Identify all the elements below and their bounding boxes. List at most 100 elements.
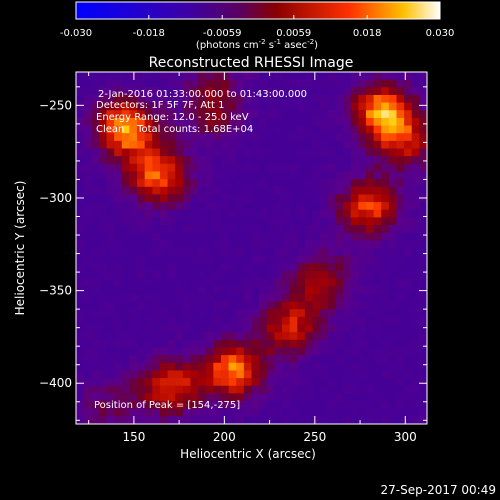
heatmap-cell (152, 125, 161, 134)
heatmap-cell (213, 408, 222, 417)
heatmap-cell (304, 232, 314, 241)
heatmap-cell (159, 263, 169, 272)
heatmap-cell (83, 362, 92, 372)
heatmap-cell (190, 416, 199, 424)
heatmap-cell (396, 202, 405, 211)
heatmap-cell (358, 225, 367, 234)
heatmap-cell (259, 217, 268, 226)
heatmap-cell (205, 194, 214, 203)
heatmap-cell (159, 240, 169, 249)
heatmap-cell (236, 94, 245, 104)
heatmap-cell (419, 324, 427, 333)
heatmap-cell (312, 393, 321, 402)
heatmap-cell (243, 156, 253, 165)
heatmap-cell (91, 79, 100, 88)
heatmap-cell (327, 102, 337, 111)
heatmap-cell (129, 148, 138, 157)
heatmap-cell (404, 102, 413, 111)
heatmap-cell (388, 72, 398, 81)
heatmap-cell (121, 163, 131, 173)
heatmap-cell (106, 309, 115, 318)
heatmap-cell (182, 324, 192, 333)
heatmap-cell (320, 347, 329, 356)
heatmap-cell (144, 194, 153, 203)
heatmap-cell (327, 94, 337, 104)
heatmap-cell (327, 263, 337, 272)
heatmap-cell (373, 163, 382, 173)
heatmap-cell (83, 416, 92, 424)
heatmap-cell (404, 263, 413, 272)
heatmap-cell (83, 393, 92, 402)
heatmap-cell (297, 316, 306, 326)
heatmap-cell (167, 324, 176, 333)
heatmap-cell (198, 171, 207, 180)
heatmap-cell (152, 370, 161, 379)
heatmap-cell (320, 133, 329, 142)
heatmap-cell (282, 286, 291, 295)
heatmap-cell (365, 140, 375, 150)
heatmap-cell (411, 163, 420, 173)
heatmap-cell (205, 225, 214, 234)
heatmap-cell (297, 133, 306, 142)
heatmap-cell (312, 332, 321, 341)
heatmap-cell (243, 110, 253, 119)
heatmap-cell (411, 171, 420, 180)
heatmap-cell (289, 133, 298, 142)
heatmap-cell (373, 140, 382, 150)
heatmap-cell (91, 186, 100, 196)
heatmap-cell (419, 194, 427, 203)
heatmap-cell (343, 255, 352, 264)
heatmap-cell (98, 385, 108, 394)
heatmap-cell (411, 102, 420, 111)
heatmap-cell (327, 140, 337, 150)
heatmap-cell (343, 378, 352, 387)
heatmap-cell (266, 332, 275, 341)
heatmap-cell (152, 301, 161, 310)
heatmap-cell (129, 393, 138, 402)
heatmap-cell (335, 202, 344, 211)
heatmap-cell (205, 270, 214, 280)
heatmap-cell (167, 316, 176, 326)
heatmap-cell (312, 347, 321, 356)
heatmap-cell (358, 347, 367, 356)
heatmap-cell (167, 186, 176, 196)
heatmap-cell (220, 378, 230, 387)
heatmap-cell (83, 316, 92, 326)
heatmap-cell (365, 102, 375, 111)
heatmap-cell (83, 72, 92, 81)
heatmap-cell (327, 347, 337, 356)
heatmap-cell (243, 140, 253, 150)
heatmap-cell (182, 209, 192, 218)
heatmap-cell (304, 72, 314, 81)
heatmap-cell (282, 225, 291, 234)
heatmap-cell (381, 408, 390, 417)
heatmap-cell (243, 324, 253, 333)
heatmap-cell (121, 110, 131, 119)
heatmap-cell (91, 179, 100, 188)
heatmap-cell (129, 194, 138, 203)
heatmap-cell (259, 156, 268, 165)
heatmap-cell (182, 179, 192, 188)
heatmap-cell (205, 232, 214, 241)
heatmap-cell (152, 385, 161, 394)
heatmap-cell (243, 163, 253, 173)
heatmap-cell (365, 232, 375, 241)
heatmap-cell (76, 332, 85, 341)
heatmap-cell (312, 156, 321, 165)
heatmap-cell (365, 209, 375, 218)
heatmap-cell (182, 148, 192, 157)
heatmap-cell (137, 401, 146, 410)
heatmap-cell (282, 270, 291, 280)
heatmap-cell (274, 179, 283, 188)
heatmap-cell (350, 72, 359, 81)
heatmap-cell (411, 133, 420, 142)
heatmap-cell (327, 186, 337, 196)
heatmap-cell (205, 117, 214, 127)
heatmap-cell (228, 378, 237, 387)
heatmap-cell (129, 140, 138, 150)
heatmap-cell (144, 133, 153, 142)
heatmap-cell (274, 385, 283, 394)
heatmap-cell (388, 202, 398, 211)
heatmap-cell (343, 225, 352, 234)
heatmap-cell (419, 293, 427, 303)
